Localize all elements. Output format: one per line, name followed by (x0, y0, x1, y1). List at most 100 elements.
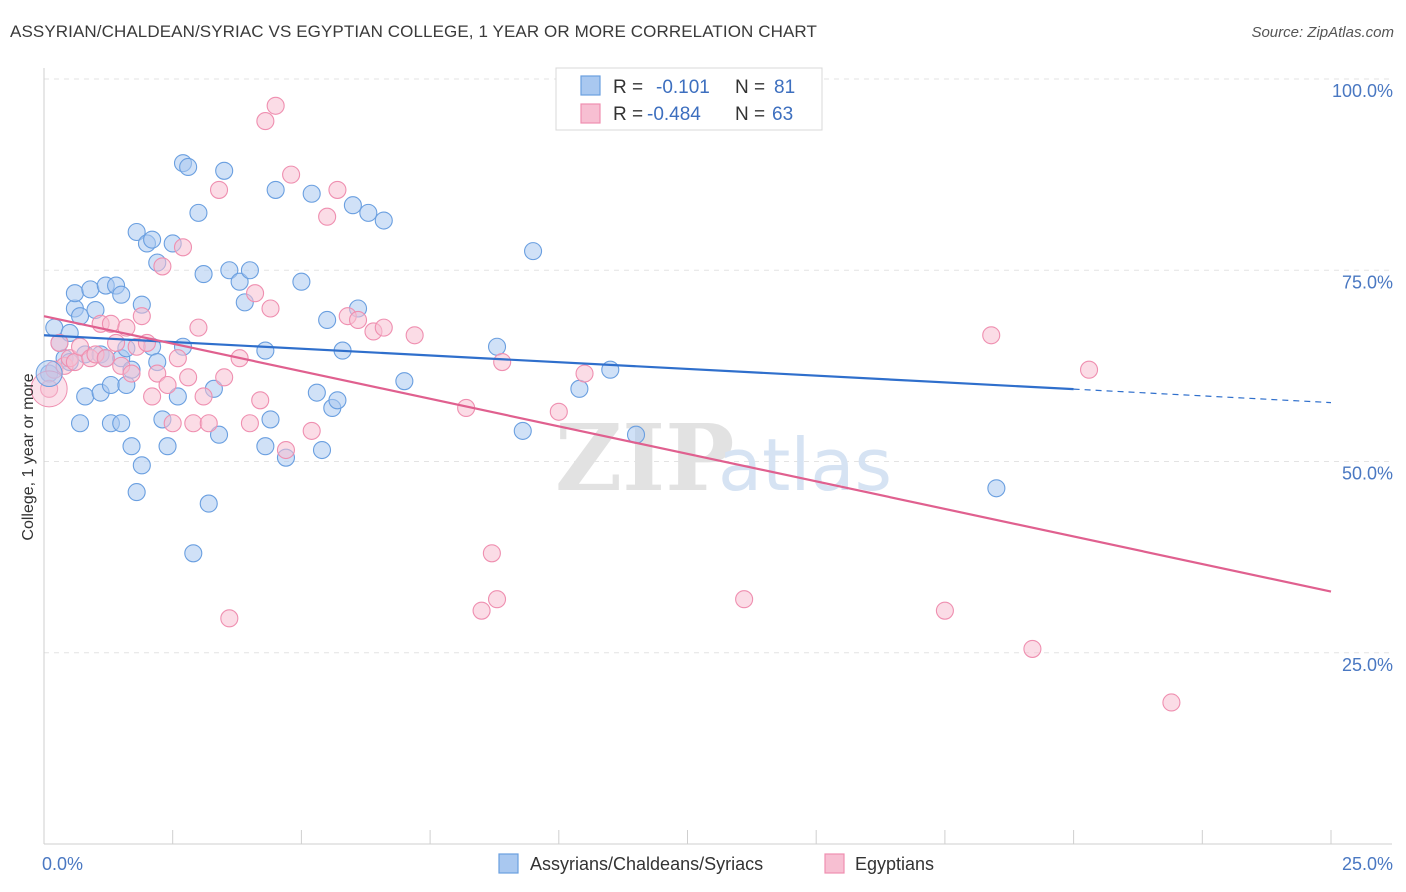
point-series0-45 (189, 203, 208, 222)
point-series0-22 (112, 285, 131, 304)
series-legend-label-assyrians: Assyrians/Chaldeans/Syriacs (530, 854, 763, 874)
point-series0-58 (266, 180, 285, 199)
point-series1-62 (1079, 360, 1099, 379)
trend-line-series0 (43, 334, 1074, 391)
point-series1-41 (276, 440, 296, 460)
point-series0-76 (570, 379, 589, 398)
point-series1-15 (122, 364, 141, 383)
point-series0-56 (256, 341, 275, 360)
point-series1-33 (220, 609, 239, 628)
y-axis-label: College, 1 year or more (20, 373, 37, 540)
point-series1-39 (261, 299, 280, 318)
trend-line-series1 (43, 315, 1332, 593)
x-tick-labels: 0.0% 25.0% (42, 854, 1393, 874)
point-series1-21 (153, 257, 172, 276)
point-series0-50 (215, 161, 234, 180)
point-series1-28 (189, 318, 208, 337)
point-series0-61 (302, 184, 321, 203)
point-series1-54 (487, 590, 507, 609)
point-series1-42 (282, 165, 301, 184)
point-series1-50 (405, 326, 424, 345)
point-series0-1 (45, 318, 64, 337)
y-tick-labels: 100.0% 75.0% 50.0% 25.0% (1332, 81, 1393, 675)
point-series1-2 (50, 333, 69, 352)
point-series0-44 (184, 544, 203, 563)
point-series1-29 (194, 387, 213, 406)
point-series0-72 (395, 372, 414, 391)
trend-lines (43, 315, 1332, 593)
y-tick-label-1: 75.0% (1342, 272, 1393, 292)
point-series1-31 (209, 180, 229, 199)
point-series0-38 (158, 437, 177, 456)
point-series1-44 (318, 207, 337, 226)
point-series1-23 (163, 414, 182, 433)
series-legend-swatch-assyrians (498, 853, 519, 874)
point-series0-26 (122, 437, 141, 456)
point-series1-58 (735, 590, 754, 609)
cluster-assyrians (35, 360, 63, 388)
point-series1-40 (266, 96, 285, 115)
point-series1-32 (215, 368, 234, 387)
point-series1-38 (256, 112, 275, 131)
trend-line-extension-series0 (1073, 388, 1332, 404)
point-series1-10 (96, 349, 115, 368)
point-series1-60 (982, 326, 1001, 345)
point-series0-70 (359, 203, 378, 222)
watermark-atlas: atlas (718, 423, 892, 507)
point-series0-23 (112, 414, 131, 433)
point-series0-43 (179, 157, 198, 177)
point-series0-31 (132, 456, 151, 475)
point-series1-47 (348, 310, 368, 330)
point-series1-27 (184, 414, 203, 433)
point-series0-10 (76, 387, 95, 406)
point-series0-52 (230, 272, 249, 291)
point-series1-43 (302, 421, 321, 440)
stats-legend: R = -0.101 N = 81 R = -0.484 N = 63 (555, 67, 823, 131)
gridlines (44, 78, 1392, 654)
point-series1-35 (240, 414, 259, 433)
chart-title: ASSYRIAN/CHALDEAN/SYRIAC VS EGYPTIAN COL… (10, 22, 817, 41)
legend-n-value-egyptians: 63 (772, 104, 793, 125)
point-series0-12 (81, 280, 100, 299)
series-legend-swatch-egyptians (824, 853, 845, 874)
legend-swatch-assyrians (580, 75, 601, 96)
point-series0-60 (292, 272, 311, 291)
point-series1-59 (935, 601, 954, 620)
y-tick-label-3: 25.0% (1342, 655, 1393, 675)
legend-n-value-assyrians: 81 (774, 77, 795, 98)
point-series1-37 (251, 391, 270, 410)
legend-n-label-1: N = (735, 77, 765, 98)
point-series1-25 (173, 238, 193, 257)
point-series0-68 (343, 196, 362, 215)
x-tick-label-0: 0.0% (42, 854, 83, 874)
legend-r-label-2: R = (613, 104, 643, 125)
point-series0-57 (261, 410, 280, 429)
data-points (30, 96, 1181, 712)
point-series0-18 (101, 375, 120, 395)
point-series1-61 (1023, 639, 1042, 658)
point-series0-74 (513, 421, 532, 440)
point-series1-22 (158, 375, 177, 395)
point-series1-56 (549, 402, 568, 421)
y-tick-label-2: 50.0% (1342, 464, 1393, 484)
series-legend-label-egyptians: Egyptians (855, 854, 934, 874)
point-series1-57 (575, 364, 594, 383)
point-series0-62 (307, 383, 326, 402)
point-series0-55 (256, 437, 275, 456)
point-series0-66 (328, 391, 347, 410)
point-series1-52 (472, 601, 491, 620)
point-series0-64 (318, 310, 337, 330)
point-series0-40 (168, 387, 187, 406)
point-series1-26 (179, 368, 198, 387)
point-series0-51 (220, 261, 239, 280)
point-series0-75 (524, 242, 543, 261)
point-series0-79 (987, 479, 1006, 498)
point-series1-36 (246, 284, 265, 303)
legend-r-value-assyrians: -0.101 (656, 77, 710, 98)
point-series0-71 (374, 211, 393, 230)
series-legend: Assyrians/Chaldeans/Syriacs Egyptians (498, 853, 934, 874)
x-tick-label-1: 25.0% (1342, 854, 1393, 874)
point-series1-63 (1162, 693, 1181, 712)
point-series1-30 (199, 414, 218, 433)
